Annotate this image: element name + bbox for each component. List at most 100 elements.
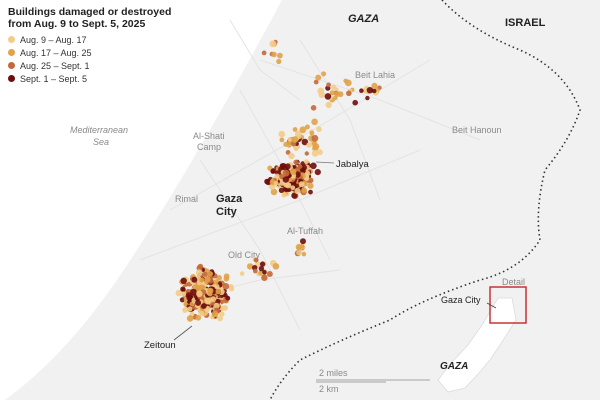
legend-item-period3: Aug. 25 – Sept. 1 bbox=[8, 59, 171, 72]
damage-point bbox=[222, 283, 230, 290]
damage-point bbox=[300, 238, 306, 245]
damage-point bbox=[228, 286, 235, 292]
damage-point bbox=[278, 187, 285, 193]
damage-point bbox=[259, 261, 266, 267]
damage-point bbox=[258, 265, 265, 272]
damage-point bbox=[186, 294, 193, 302]
damage-point bbox=[343, 78, 349, 84]
damage-point bbox=[296, 249, 302, 256]
damage-point bbox=[371, 82, 378, 89]
damage-point bbox=[246, 263, 254, 270]
damage-point bbox=[304, 151, 309, 156]
damage-point bbox=[311, 118, 318, 126]
israel-label: ISRAEL bbox=[505, 17, 546, 29]
damage-point bbox=[285, 150, 291, 155]
damage-point bbox=[179, 297, 185, 303]
legend-label: Aug. 17 – Aug. 25 bbox=[20, 47, 92, 58]
damage-point bbox=[316, 126, 322, 132]
damage-point bbox=[187, 306, 193, 312]
al-tuffah-label: Al-Tuffah bbox=[287, 226, 323, 236]
damage-point bbox=[346, 90, 352, 97]
damage-point bbox=[180, 277, 187, 284]
old-city-label: Old City bbox=[228, 250, 261, 260]
damage-point bbox=[202, 271, 208, 277]
damage-point bbox=[195, 299, 202, 306]
inset-city-leader-line bbox=[486, 302, 497, 309]
inset-gaza-strip bbox=[437, 297, 517, 393]
damage-point bbox=[293, 146, 299, 152]
damage-point bbox=[301, 138, 309, 146]
damage-point bbox=[216, 275, 223, 281]
legend-item-period2: Aug. 17 – Aug. 25 bbox=[8, 46, 171, 59]
damage-point bbox=[217, 315, 224, 322]
damage-point bbox=[308, 189, 313, 195]
damage-point bbox=[196, 265, 203, 271]
damage-point bbox=[266, 271, 273, 277]
damage-point bbox=[265, 179, 272, 186]
damage-point bbox=[311, 149, 319, 157]
gaza-city-label-line1: Gaza bbox=[216, 193, 243, 205]
beit-lahia-label: Beit Lahia bbox=[355, 70, 395, 80]
legend-label: Aug. 9 – Aug. 17 bbox=[20, 34, 87, 45]
damage-point bbox=[186, 315, 194, 322]
damage-point bbox=[324, 93, 332, 100]
damage-point bbox=[317, 87, 325, 95]
damage-point bbox=[321, 71, 327, 77]
damage-point bbox=[213, 279, 219, 285]
damage-point bbox=[306, 142, 312, 148]
damage-point bbox=[204, 297, 212, 305]
legend: Buildings damaged or destroyed from Aug.… bbox=[8, 6, 171, 85]
damage-point bbox=[239, 271, 245, 276]
damage-point bbox=[299, 126, 307, 134]
damage-point bbox=[277, 52, 283, 59]
damage-point bbox=[276, 58, 282, 65]
damage-point bbox=[278, 130, 286, 138]
damage-point bbox=[337, 91, 344, 98]
damage-point bbox=[333, 95, 338, 101]
damage-point bbox=[273, 180, 279, 186]
damage-point bbox=[359, 88, 364, 93]
damage-point bbox=[314, 169, 321, 176]
damage-point bbox=[204, 276, 211, 283]
damage-point bbox=[261, 274, 268, 281]
damage-point bbox=[195, 269, 203, 277]
damage-points bbox=[175, 39, 382, 322]
damage-point bbox=[290, 185, 296, 191]
damage-point bbox=[294, 187, 301, 195]
detail-label: Detail bbox=[502, 277, 525, 287]
damage-point bbox=[225, 295, 231, 301]
damage-point bbox=[310, 162, 317, 170]
damage-point bbox=[325, 101, 332, 109]
damage-point bbox=[297, 164, 303, 170]
damage-point bbox=[308, 177, 314, 183]
damage-point bbox=[331, 84, 337, 90]
damage-point bbox=[284, 163, 291, 170]
beit-hanoun-label: Beit Hanoun bbox=[452, 125, 502, 135]
damage-point bbox=[307, 182, 314, 189]
damage-point bbox=[295, 243, 303, 251]
damage-point bbox=[366, 87, 374, 94]
scale-bar: 2 miles 2 km bbox=[316, 368, 430, 394]
damage-point bbox=[352, 99, 359, 106]
damage-point bbox=[253, 257, 259, 263]
damage-point bbox=[281, 192, 287, 198]
damage-point bbox=[279, 137, 285, 143]
damage-point bbox=[312, 143, 320, 150]
street-network bbox=[139, 19, 481, 331]
damage-point bbox=[310, 105, 317, 111]
damage-point bbox=[222, 305, 228, 311]
inset-gaza-label: GAZA bbox=[440, 361, 468, 372]
israel-border-line bbox=[269, 0, 581, 400]
gaza-city-label-line2: City bbox=[216, 206, 238, 218]
damage-point bbox=[210, 296, 217, 302]
damage-point bbox=[304, 159, 309, 165]
al-shati-label-line2: Camp bbox=[197, 142, 221, 152]
damage-point bbox=[326, 82, 331, 88]
al-shati-label-line1: Al-Shati bbox=[193, 131, 225, 141]
gaza-land bbox=[5, 0, 600, 400]
damage-point bbox=[290, 168, 297, 175]
damage-point bbox=[292, 127, 298, 132]
damage-point bbox=[219, 311, 225, 317]
damage-point bbox=[291, 192, 298, 199]
